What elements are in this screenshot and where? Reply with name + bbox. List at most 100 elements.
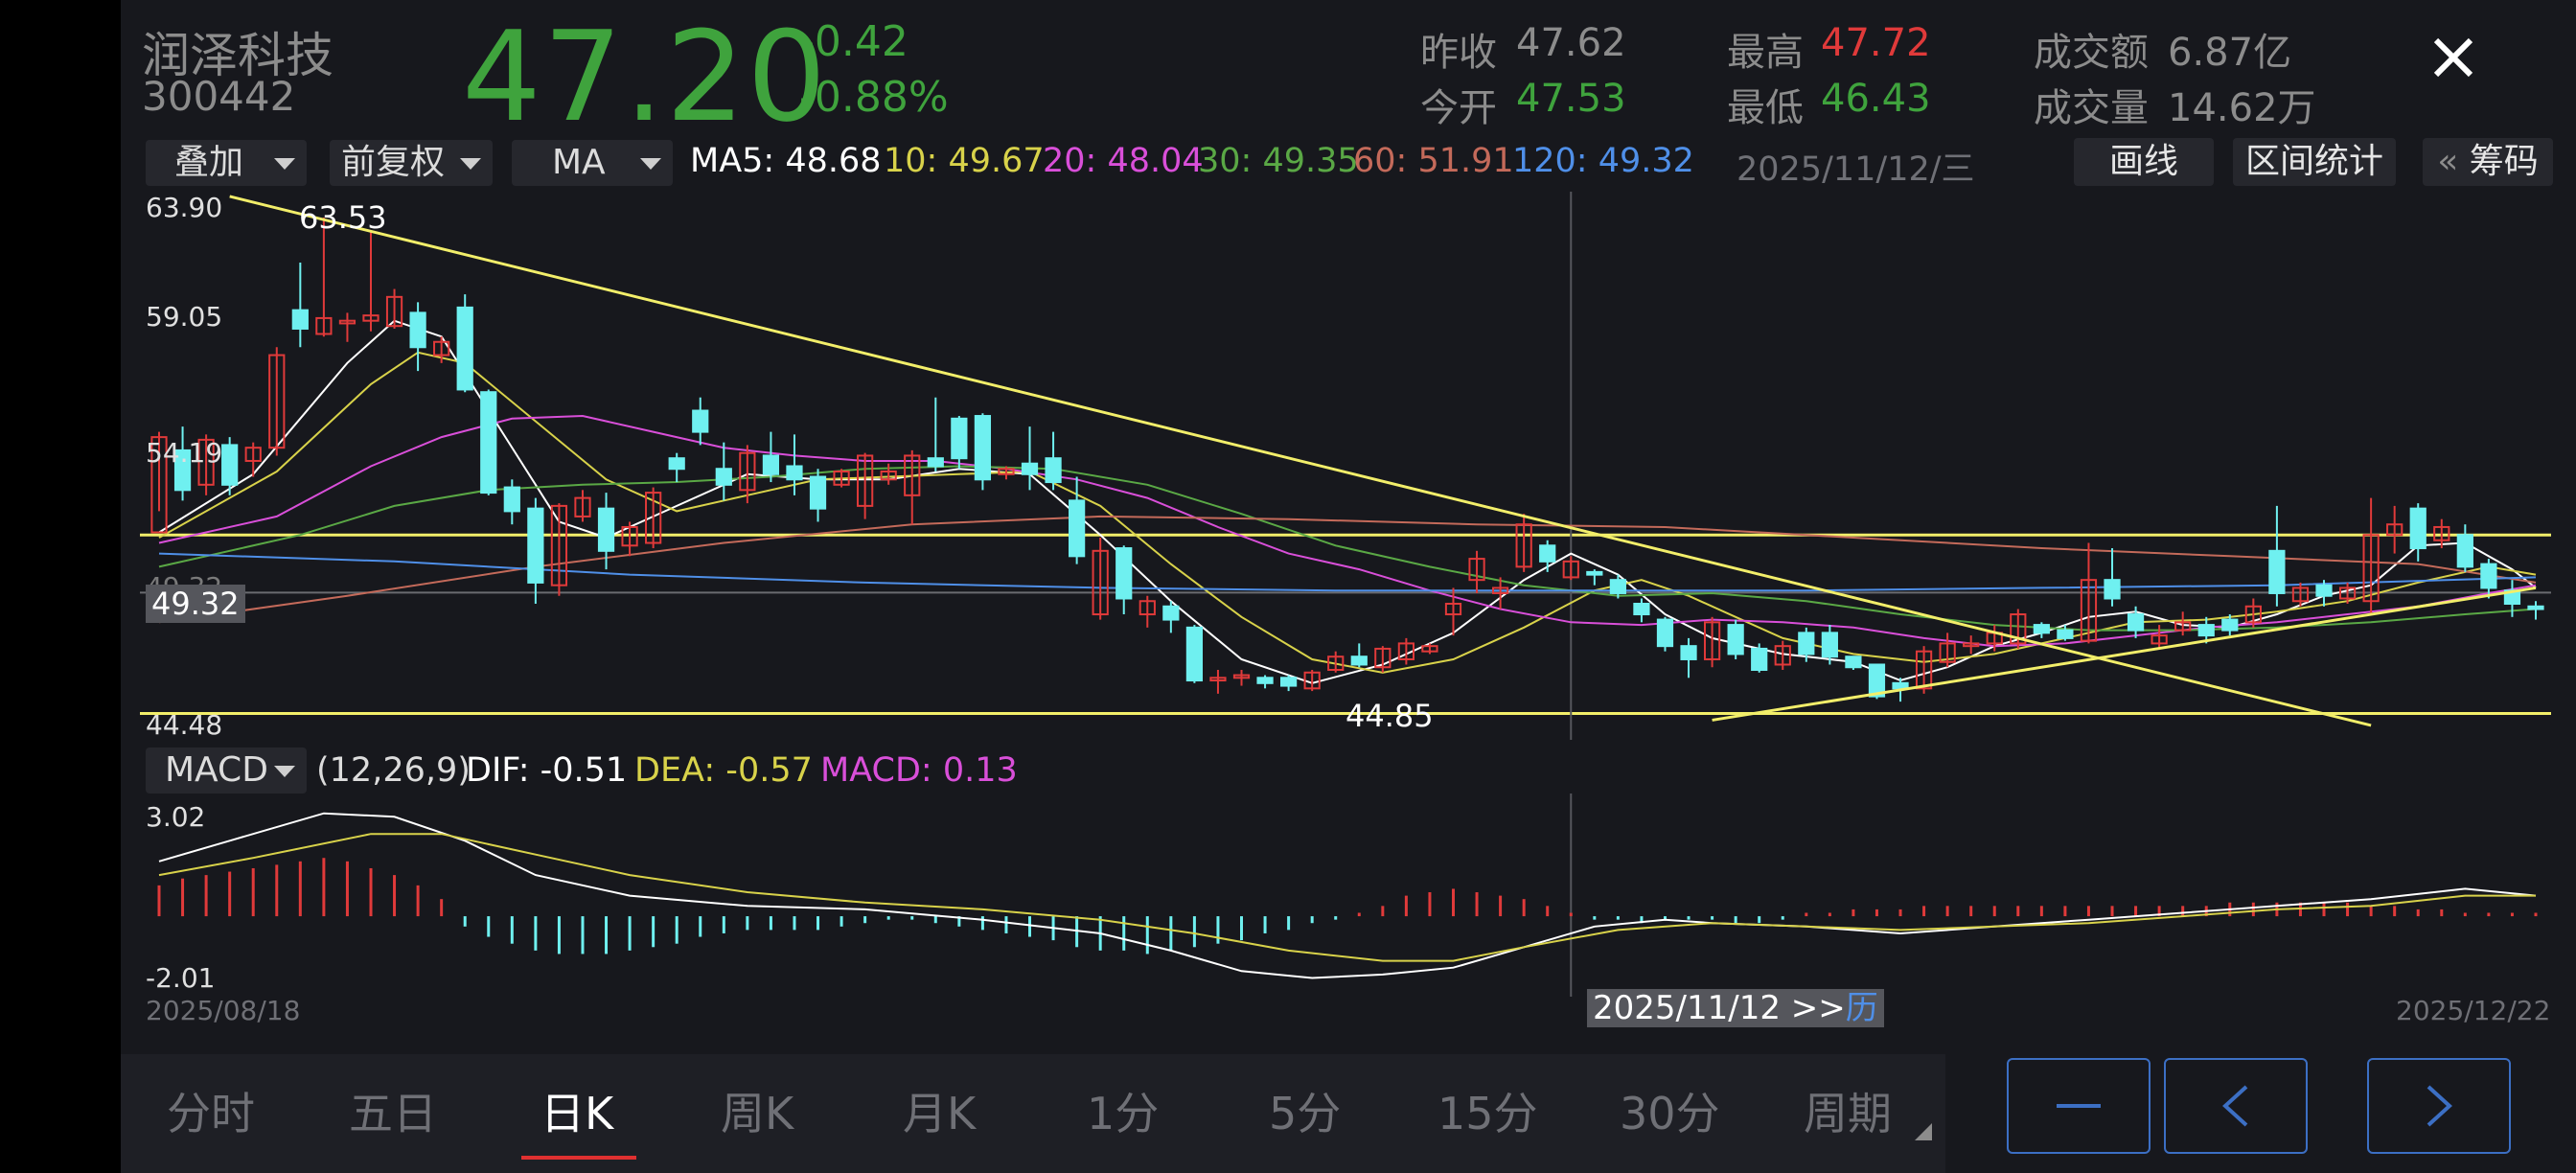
candle-body	[2174, 621, 2192, 632]
stock-name: 润泽科技	[142, 28, 334, 83]
candle-body	[268, 354, 286, 449]
trend-line	[229, 195, 2372, 727]
scroll-left-button[interactable]	[2164, 1058, 2308, 1154]
tab-weekly-k[interactable]: 周K	[721, 1088, 794, 1139]
candle-body	[2221, 618, 2239, 632]
tab-period[interactable]: 周期	[1804, 1088, 1892, 1139]
chevron-down-icon	[640, 158, 661, 170]
tab-15min[interactable]: 15分	[1438, 1088, 1538, 1139]
candle-body	[1491, 586, 1509, 594]
candle-body	[1280, 677, 1298, 687]
candle-body	[715, 468, 732, 486]
dif-line	[158, 812, 2537, 979]
y-axis-2: 59.05	[146, 301, 223, 333]
candle-body	[2480, 563, 2497, 589]
history-link[interactable]: 历	[1845, 989, 1878, 1027]
volume-value: 14.62万	[2168, 86, 2316, 130]
candle-body	[1774, 645, 1791, 666]
macd-params: (12,26,9)	[316, 751, 471, 790]
chevron-right-icon	[2426, 1085, 2452, 1127]
end-date: 2025/12/22	[2396, 995, 2551, 1026]
candle-body	[574, 496, 591, 518]
cursor-date-tag[interactable]: 2025/11/12 >>历	[1587, 989, 1884, 1027]
chips-button[interactable]: « 筹码	[2423, 138, 2553, 186]
candle-body	[974, 415, 992, 481]
cursor-price-tag: 49.32	[146, 585, 245, 623]
candle-body	[2244, 605, 2262, 624]
macd-value: MACD: 0.13	[820, 751, 1018, 790]
candle-body	[786, 465, 803, 481]
tab-1min[interactable]: 1分	[1087, 1088, 1160, 1139]
adjust-dropdown[interactable]: 前复权	[330, 140, 493, 186]
candle-body	[433, 340, 450, 356]
candle-body	[857, 454, 874, 507]
stock-code: 300442	[142, 73, 296, 120]
candle-body	[1609, 579, 1626, 594]
candle-body	[1256, 677, 1274, 684]
zoom-out-button[interactable]	[2007, 1058, 2150, 1154]
ma20-line	[158, 414, 2537, 648]
cursor-date-label: 2025/11/12 >>	[1593, 989, 1846, 1027]
candle-body	[1680, 645, 1697, 660]
low-mark: 44.85	[1346, 698, 1434, 734]
start-date: 2025/08/18	[146, 995, 301, 1026]
amount-value: 6.87亿	[2168, 31, 2292, 75]
candle-body	[1397, 642, 1414, 660]
kline-chart[interactable]	[121, 192, 2551, 740]
candle-body	[150, 436, 168, 534]
candle-body	[527, 507, 544, 584]
candle-body	[291, 309, 309, 330]
tab-monthly-k[interactable]: 月K	[903, 1088, 977, 1139]
scroll-right-button[interactable]	[2367, 1058, 2511, 1154]
macd-chart[interactable]	[121, 794, 2551, 997]
macd-dea: DEA: -0.57	[634, 751, 813, 790]
tab-5min[interactable]: 5分	[1269, 1088, 1342, 1139]
candle-body	[739, 451, 756, 492]
ma60-value: 60: 51.91	[1353, 142, 1514, 180]
macd-dropdown[interactable]: MACD	[146, 748, 307, 794]
low-value: 46.43	[1821, 77, 1931, 121]
candle-body	[1562, 560, 1579, 579]
current-price: 47.20	[462, 4, 829, 150]
candle-body	[2433, 525, 2450, 541]
candle-body	[1821, 632, 1838, 658]
close-button[interactable]	[2425, 29, 2482, 86]
volume-label: 成交量	[2034, 86, 2149, 130]
candle-body	[315, 316, 333, 335]
range-stats-button[interactable]: 区间统计	[2233, 138, 2396, 186]
tab-intraday[interactable]: 分时	[167, 1088, 255, 1139]
candle-body	[1092, 549, 1109, 616]
ma30-line	[158, 465, 2537, 632]
candle-body	[1444, 603, 1462, 616]
candle-body	[197, 438, 215, 486]
candle-body	[2409, 507, 2426, 550]
tab-five-day[interactable]: 五日	[349, 1088, 437, 1139]
candle-body	[2197, 624, 2215, 637]
candle-body	[2127, 613, 2145, 632]
y-axis-bottom: 44.48	[146, 709, 223, 741]
ma120-line	[158, 552, 2537, 592]
candle-body	[2150, 634, 2168, 645]
double-chevron-left-icon: «	[2437, 142, 2459, 181]
candle-body	[1868, 663, 1886, 698]
candle-body	[1586, 570, 1603, 576]
candle-body	[2386, 523, 2404, 537]
indicator-dropdown[interactable]: MA	[512, 140, 673, 186]
tab-daily-k[interactable]: 日K	[540, 1088, 614, 1139]
candle-body	[385, 295, 403, 328]
candle-body	[1539, 544, 1556, 563]
overlay-dropdown[interactable]: 叠加	[146, 140, 307, 186]
candle-body	[2104, 579, 2121, 600]
prev-close-value: 47.62	[1516, 21, 1626, 65]
candle-body	[244, 447, 262, 462]
draw-line-button[interactable]: 画线	[2074, 138, 2214, 186]
chevron-down-icon	[274, 766, 295, 777]
candle-body	[2362, 534, 2380, 603]
candle-body	[1209, 677, 1227, 682]
cursor-date: 2025/11/12/三	[1736, 150, 1975, 189]
candle-body	[904, 454, 921, 496]
tab-30min[interactable]: 30分	[1620, 1088, 1720, 1139]
chevron-left-icon	[2222, 1085, 2248, 1127]
candle-body	[597, 507, 615, 552]
minus-icon	[2057, 1104, 2101, 1108]
